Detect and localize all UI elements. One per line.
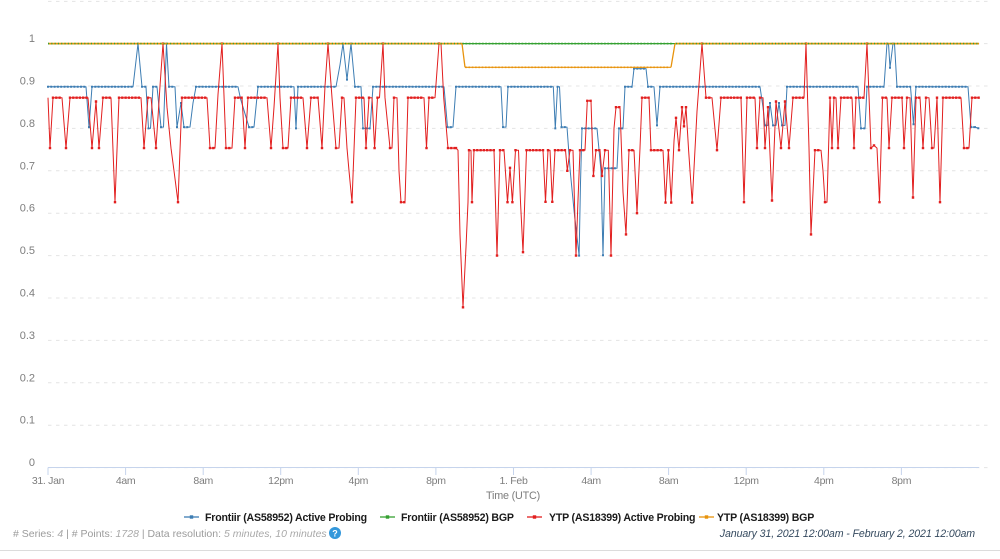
svg-text:8pm: 8pm (892, 475, 912, 487)
svg-text:4pm: 4pm (349, 475, 369, 487)
svg-text:8am: 8am (193, 475, 213, 487)
svg-text:0.8: 0.8 (20, 118, 35, 130)
svg-text:0.6: 0.6 (20, 203, 35, 215)
svg-text:0.3: 0.3 (20, 330, 35, 342)
svg-text:0.4: 0.4 (20, 288, 35, 300)
svg-text:0.1: 0.1 (20, 415, 35, 427)
svg-text:# Series: 4 | # Points: 1728 |: # Series: 4 | # Points: 1728 | Data reso… (13, 528, 327, 540)
svg-text:4am: 4am (581, 475, 601, 487)
svg-text:0.2: 0.2 (20, 372, 35, 384)
svg-text:YTP (AS18399) BGP: YTP (AS18399) BGP (717, 512, 814, 524)
svg-text:Frontiir (AS58952) Active Prob: Frontiir (AS58952) Active Probing (205, 512, 367, 524)
svg-text:4pm: 4pm (814, 475, 834, 487)
svg-text:0.5: 0.5 (20, 245, 35, 257)
svg-text:?: ? (332, 529, 338, 539)
svg-text:Frontiir (AS58952) BGP: Frontiir (AS58952) BGP (401, 512, 514, 524)
svg-text:January 31, 2021 12:00am - Feb: January 31, 2021 12:00am - February 2, 2… (719, 528, 975, 540)
svg-text:1: 1 (29, 33, 35, 45)
svg-text:0.9: 0.9 (20, 76, 35, 88)
svg-text:8pm: 8pm (426, 475, 446, 487)
svg-text:0: 0 (29, 457, 35, 469)
svg-text:1. Feb: 1. Feb (500, 475, 528, 487)
svg-text:12pm: 12pm (734, 475, 760, 487)
svg-text:31. Jan: 31. Jan (32, 475, 65, 487)
svg-text:12pm: 12pm (268, 475, 294, 487)
svg-text:YTP (AS18399) Active Probing: YTP (AS18399) Active Probing (549, 512, 695, 524)
svg-text:Time (UTC): Time (UTC) (486, 490, 540, 502)
svg-text:0.7: 0.7 (20, 160, 35, 172)
svg-text:4am: 4am (116, 475, 136, 487)
svg-text:8am: 8am (659, 475, 679, 487)
